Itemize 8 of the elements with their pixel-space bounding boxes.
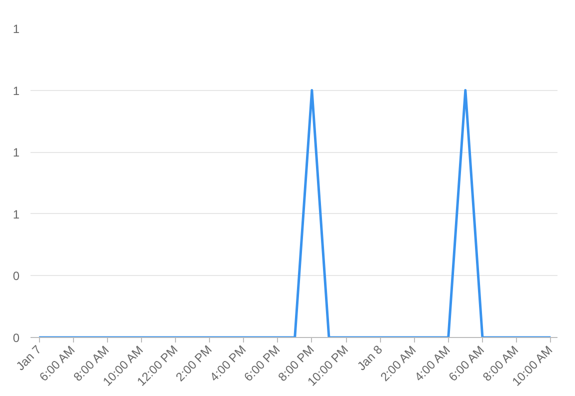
y-tick-label: 1 [12, 146, 20, 160]
y-tick-label: 1 [12, 207, 20, 222]
y-tick-label: 1 [12, 84, 20, 98]
y-tick-label: 0 [12, 331, 20, 345]
y-tick-label: 1 [12, 22, 20, 36]
x-tick-label: Jan 7 [13, 342, 44, 374]
x-tick-label: Jan 8 [354, 342, 386, 374]
y-tick-label: 0 [12, 269, 20, 284]
